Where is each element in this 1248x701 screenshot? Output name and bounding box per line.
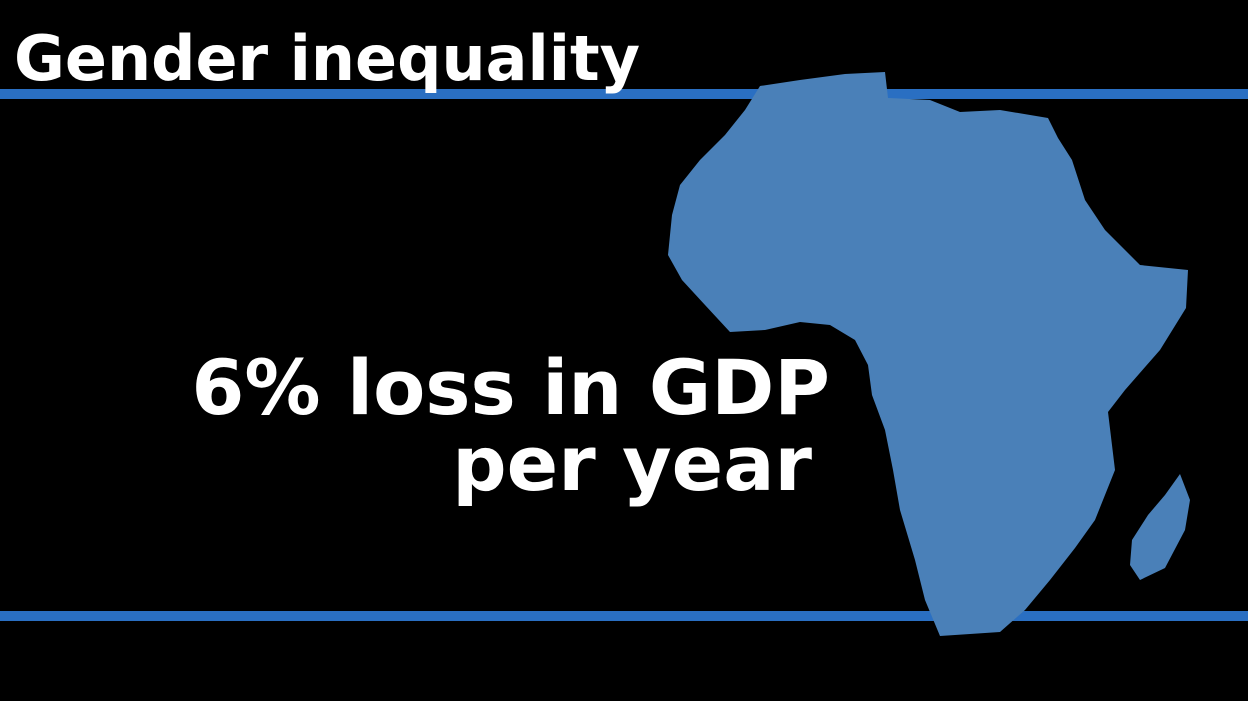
statement-line: per year	[452, 419, 812, 508]
bottom-rule	[0, 611, 1248, 621]
statement-line: 6% loss in GDP	[192, 343, 830, 432]
africa-map	[668, 72, 1188, 636]
title: Gender inequality	[14, 22, 640, 95]
top-rule	[0, 89, 1248, 99]
madagascar-map	[1130, 474, 1190, 580]
